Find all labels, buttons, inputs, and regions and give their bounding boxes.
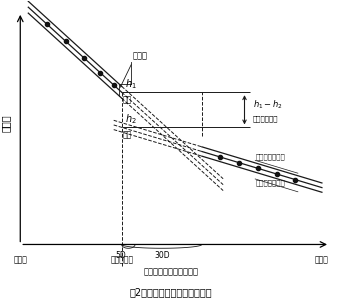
Point [218,155,223,159]
Point [44,22,50,27]
Text: 信頼区間の上限: 信頼区間の上限 [255,153,285,160]
Text: 外挿: 外挿 [123,131,132,140]
Text: 図2．局所損失水頭の算出方法: 図2．局所損失水頭の算出方法 [130,287,212,297]
Point [274,172,279,176]
Text: $h_1$: $h_1$ [125,77,137,91]
Text: 信頼区間の下限: 信頼区間の下限 [255,180,285,186]
Text: 下流側: 下流側 [315,255,329,264]
Text: 30D: 30D [154,251,169,260]
Text: 局所損失水頭: 局所損失水頭 [252,115,278,122]
Text: $h_2$: $h_2$ [125,112,136,126]
Point [98,71,103,75]
Point [82,56,87,61]
Point [236,160,242,165]
Point [111,83,117,87]
Point [255,166,261,171]
Text: 屈折管中心: 屈折管中心 [110,255,133,264]
Point [63,39,69,44]
Text: マノメータ取り付け位置: マノメータ取り付け位置 [144,268,198,277]
Text: 実測値: 実測値 [132,51,147,60]
Text: 5D: 5D [115,251,126,260]
Point [292,177,298,182]
Text: $h_1 - h_2$: $h_1 - h_2$ [252,98,282,111]
Text: 動水位: 動水位 [1,114,10,132]
Text: 外挿: 外挿 [123,95,132,104]
Text: 上流側: 上流側 [13,255,27,264]
